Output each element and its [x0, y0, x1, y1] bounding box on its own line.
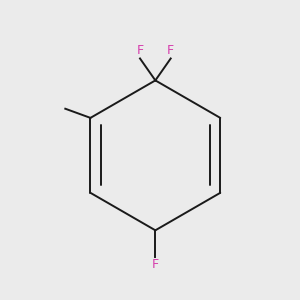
Text: F: F	[167, 44, 174, 57]
Text: F: F	[152, 258, 159, 272]
Text: F: F	[136, 44, 144, 57]
